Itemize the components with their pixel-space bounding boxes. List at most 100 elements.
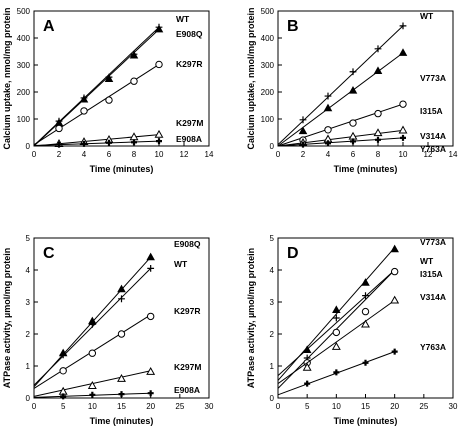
series-label: E908A — [176, 134, 202, 144]
series-label: V773A — [420, 73, 446, 83]
data-point — [304, 380, 311, 387]
x-tick-label: 6 — [107, 150, 112, 159]
x-tick-label: 2 — [57, 150, 62, 159]
data-point — [390, 295, 400, 304]
x-tick-label: 25 — [175, 402, 184, 411]
data-point — [130, 77, 138, 85]
panel-letter: A — [43, 18, 55, 35]
y-tick-label: 500 — [17, 7, 31, 16]
x-tick-label: 30 — [205, 402, 214, 411]
series-v314a: V314A — [277, 125, 446, 147]
series-label: V773A — [420, 237, 446, 247]
data-point — [146, 312, 155, 321]
x-axis-title: Time (minutes) — [90, 416, 154, 426]
x-tick-label: 5 — [61, 402, 66, 411]
data-point — [56, 141, 62, 148]
data-point — [373, 66, 383, 74]
x-tick-label: 20 — [146, 402, 155, 411]
data-point — [333, 369, 340, 376]
y-axis-title: ATPase activity, µmol/mg protein — [246, 248, 256, 388]
data-point — [117, 373, 126, 382]
panel-letter: B — [287, 18, 299, 35]
y-tick-label: 3 — [26, 298, 31, 307]
series-label: K297M — [176, 118, 203, 128]
series-label: WT — [420, 256, 434, 266]
panel-c: 0 5 10 15 20 25 30 0 1 2 3 4 5 Time (minutes) ATPase a… — [2, 234, 214, 426]
data-point — [146, 366, 156, 375]
y-tick-label: 200 — [261, 88, 275, 97]
data-point — [79, 94, 89, 103]
data-point — [89, 391, 96, 398]
data-point — [118, 295, 125, 303]
plot-frame — [277, 10, 454, 147]
panel-letter: D — [287, 245, 299, 262]
data-point — [324, 126, 332, 134]
data-point — [332, 314, 340, 322]
x-tick-label: 8 — [132, 150, 137, 159]
series-wt: WT — [33, 259, 188, 386]
series-label: I315A — [420, 269, 443, 279]
series-i315a: I315A — [277, 267, 443, 376]
panel-letter: C — [43, 245, 55, 262]
data-point — [80, 107, 88, 115]
panel-b: 0 2 4 6 8 10 12 14 0 100 200 300 400 500 Time (minutes… — [246, 7, 458, 174]
y-tick-label: 0 — [26, 394, 31, 403]
fit-line — [33, 140, 160, 146]
x-tick-label: 0 — [32, 402, 37, 411]
y-tick-label: 100 — [261, 115, 275, 124]
data-point — [323, 103, 333, 112]
data-point — [374, 109, 382, 118]
x-tick-label: 14 — [449, 150, 458, 159]
data-point — [391, 348, 398, 355]
fit-line — [277, 103, 404, 147]
x-tick-label: 0 — [276, 402, 281, 411]
data-point — [88, 321, 96, 328]
x-tick-label: 30 — [449, 402, 458, 411]
series-label: I315A — [420, 106, 443, 116]
x-tick-label: 10 — [399, 150, 408, 159]
x-axis-title: Time (minutes) — [90, 164, 154, 174]
series-label: K297R — [176, 59, 202, 69]
series-label: K297R — [174, 306, 200, 316]
fit-line — [277, 269, 396, 376]
data-point — [155, 60, 163, 69]
fit-line — [33, 26, 160, 146]
data-point — [374, 45, 382, 53]
data-point — [81, 140, 87, 147]
data-point — [299, 116, 307, 124]
data-point — [117, 284, 126, 293]
series-label: WT — [176, 14, 190, 24]
data-point — [348, 86, 358, 94]
series-wt: WT — [277, 256, 434, 389]
x-tick-label: 0 — [32, 150, 37, 159]
data-point — [325, 140, 331, 147]
y-tick-label: 0 — [26, 142, 31, 151]
series-e908a: E908A — [33, 385, 200, 400]
fit-line — [33, 134, 160, 147]
fit-line — [277, 247, 396, 381]
y-tick-label: 300 — [261, 61, 275, 70]
series-label: K297M — [174, 362, 201, 372]
series-i315a: I315A — [277, 100, 443, 147]
data-point — [60, 393, 67, 400]
data-point — [88, 349, 97, 357]
y-tick-label: 400 — [17, 34, 31, 43]
fit-line — [277, 137, 404, 147]
series-k297r: K297R — [33, 59, 202, 146]
data-point — [350, 138, 356, 145]
x-tick-label: 15 — [117, 402, 126, 411]
y-tick-label: 300 — [17, 61, 31, 70]
series-label: V314A — [420, 131, 446, 141]
series-label: V314A — [420, 292, 446, 302]
y-tick-label: 3 — [270, 298, 275, 307]
data-point — [361, 278, 370, 286]
y-tick-label: 2 — [26, 330, 31, 339]
x-tick-label: 20 — [390, 402, 399, 411]
data-point — [349, 119, 357, 127]
data-point — [129, 50, 139, 59]
panel-a: 0 2 4 6 8 10 12 14 0 100 200 300 400 500 Time (minutes… — [2, 7, 214, 174]
data-point — [332, 328, 341, 337]
x-tick-label: 12 — [424, 150, 433, 159]
series-k297m: K297M — [33, 362, 201, 397]
